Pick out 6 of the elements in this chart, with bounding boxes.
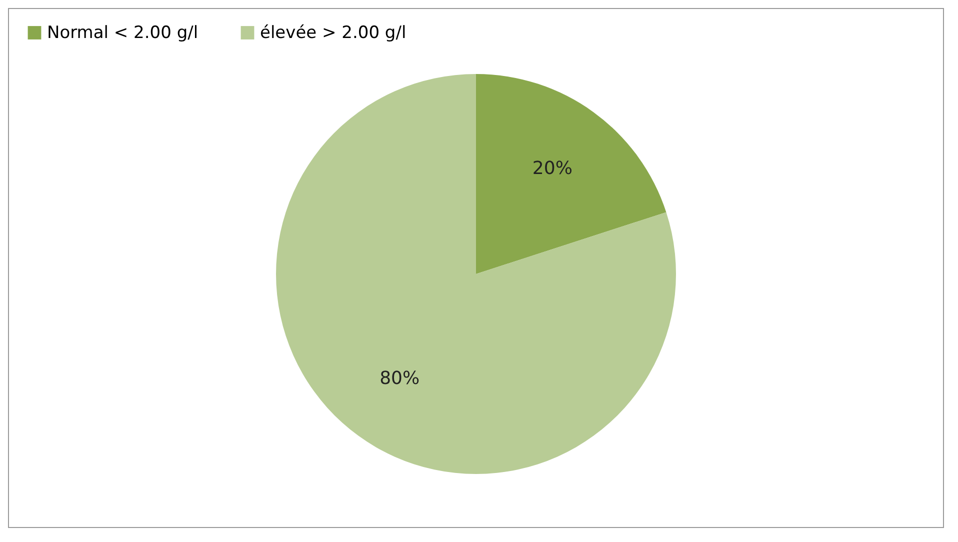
data-label: 20% [532, 158, 572, 179]
legend-label: Normal < 2.00 g/l [47, 22, 198, 43]
pie-slice [476, 74, 666, 274]
legend-label: élevée > 2.00 g/l [260, 22, 406, 43]
data-label: 80% [380, 368, 420, 390]
pie-slice [276, 74, 676, 474]
